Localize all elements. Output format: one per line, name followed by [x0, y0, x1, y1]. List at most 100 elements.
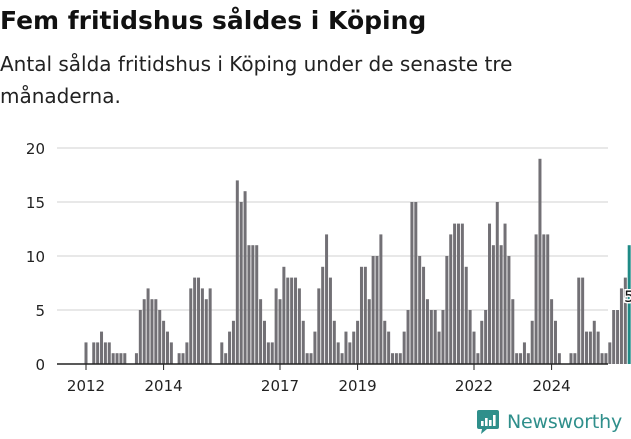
bar: [294, 277, 298, 364]
bar: [391, 353, 395, 364]
bar: [321, 266, 325, 364]
bar: [429, 310, 433, 364]
bar: [92, 342, 96, 364]
bar: [569, 353, 573, 364]
bar: [530, 320, 534, 364]
x-tick-label: 2014: [145, 377, 183, 395]
bar: [158, 310, 162, 364]
chart-subtitle: Antal sålda fritidshus i Köping under de…: [0, 52, 513, 108]
bar: [519, 353, 523, 364]
bar: [456, 223, 460, 364]
bar: [239, 202, 243, 364]
bar: [278, 299, 282, 364]
bar: [313, 331, 317, 364]
bar: [177, 353, 181, 364]
bar: [123, 353, 127, 364]
bar: [398, 353, 402, 364]
bar: [491, 245, 495, 364]
bar: [542, 234, 546, 364]
bar: [596, 331, 600, 364]
x-tick-label: 2019: [339, 377, 377, 395]
bar: [286, 277, 290, 364]
bar: [623, 277, 627, 364]
bar: [480, 320, 484, 364]
bar: [356, 320, 360, 364]
bar: [200, 288, 204, 364]
bar: [433, 310, 437, 364]
bar: [204, 299, 208, 364]
bar: [468, 310, 472, 364]
bar: [162, 320, 166, 364]
bar: [138, 310, 142, 364]
bar: [262, 320, 266, 364]
bar: [522, 342, 526, 364]
bar: [96, 342, 100, 364]
bar: [189, 288, 193, 364]
bar: [418, 256, 422, 364]
bar: [616, 310, 620, 364]
bar: [375, 256, 379, 364]
bar: [437, 331, 441, 364]
bar: [332, 320, 336, 364]
bar: [336, 342, 340, 364]
bar: [600, 353, 604, 364]
bar: [119, 353, 123, 364]
bar: [499, 245, 503, 364]
bar: [359, 266, 363, 364]
bar-chart: 0 5 10 15 20 2012 2014 2017 2019 2022 2024 5: [26, 140, 631, 395]
bar: [538, 158, 542, 364]
bar: [247, 245, 251, 364]
bar: [224, 353, 228, 364]
chart-title: Fem fritidshus såldes i Köping: [0, 6, 427, 35]
bar: [387, 331, 391, 364]
y-tick-label: 5: [35, 302, 45, 320]
bar: [445, 256, 449, 364]
bar: [165, 331, 169, 364]
bar: [585, 331, 589, 364]
bar: [115, 353, 119, 364]
bar: [325, 234, 329, 364]
bar: [193, 277, 197, 364]
bar: [592, 320, 596, 364]
bar: [410, 202, 414, 364]
newsworthy-brand: Newsworthy: [476, 407, 622, 437]
bar: [379, 234, 383, 364]
bar: [266, 342, 270, 364]
highlight-bar: [627, 245, 631, 364]
bar: [573, 353, 577, 364]
bar: [588, 331, 592, 364]
y-tick-label: 0: [35, 356, 45, 374]
bar: [608, 342, 612, 364]
bar: [181, 353, 185, 364]
bar: [414, 202, 418, 364]
bar: [235, 180, 239, 364]
x-tick-label: 2017: [261, 377, 299, 395]
bar: [425, 299, 429, 364]
bar: [515, 353, 519, 364]
bar: [146, 288, 150, 364]
bar: [371, 256, 375, 364]
bar: [197, 277, 201, 364]
bar: [363, 266, 367, 364]
x-tick-label: 2022: [455, 377, 493, 395]
bar: [449, 234, 453, 364]
bar: [441, 310, 445, 364]
bar: [581, 277, 585, 364]
brand-name: Newsworthy: [507, 411, 623, 433]
bar: [577, 277, 581, 364]
bar: [460, 223, 464, 364]
bar: [274, 288, 278, 364]
bar: [208, 288, 212, 364]
bar: [352, 331, 356, 364]
bar: [317, 288, 321, 364]
bar: [344, 331, 348, 364]
bar: [231, 320, 235, 364]
bar: [406, 310, 410, 364]
bar: [484, 310, 488, 364]
bar: [107, 342, 111, 364]
bar: [472, 331, 476, 364]
bar: [270, 342, 274, 364]
bar: [150, 299, 154, 364]
bar: [154, 299, 158, 364]
bar: [103, 342, 107, 364]
